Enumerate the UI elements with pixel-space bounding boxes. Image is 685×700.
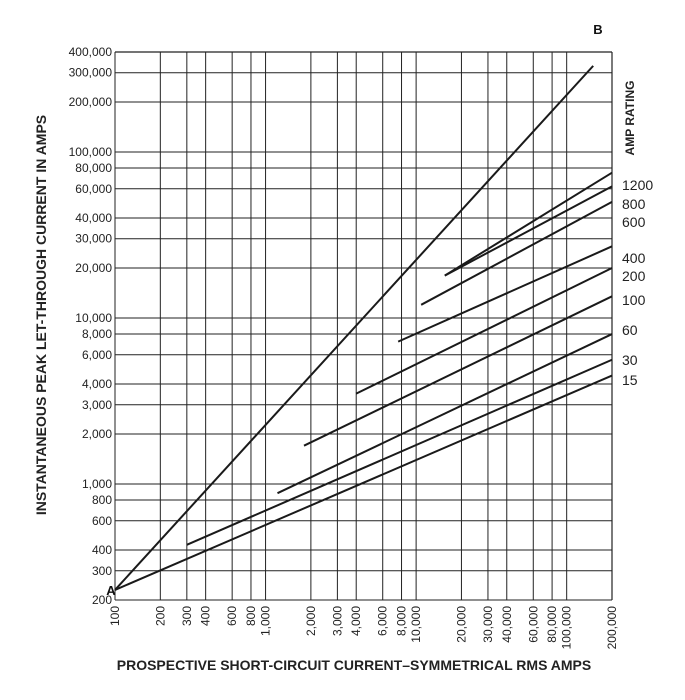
- x-tick-label: 300: [180, 606, 194, 626]
- grid-lines: [114, 51, 613, 601]
- threshold-line-ab: [114, 65, 594, 591]
- x-tick-label: 1,000: [259, 606, 273, 636]
- x-tick-label: 800: [244, 606, 258, 626]
- y-tick-label: 400: [92, 543, 112, 557]
- x-tick-labels: 100 200 300 400 600 800 1,000 2,000 3,000 4,000 6,…: [108, 606, 619, 650]
- y-tick-label: 8,000: [82, 327, 112, 341]
- x-tick-label: 30,000: [481, 606, 495, 643]
- series-line-100: [303, 295, 613, 447]
- x-tick-label: 600: [225, 606, 239, 626]
- y-tick-label: 200,000: [69, 95, 113, 109]
- y-tick-label: 10,000: [75, 311, 112, 325]
- amp-rating-title: AMP RATING: [623, 81, 637, 156]
- x-tick-label: 10,000: [409, 606, 423, 643]
- y-tick-label: 1,000: [82, 477, 112, 491]
- x-tick-label: 100,000: [560, 606, 574, 650]
- amp-label-60: 60: [622, 322, 638, 338]
- amp-label-100: 100: [622, 292, 646, 308]
- x-tick-label: 80,000: [545, 606, 559, 643]
- amp-rating-labels: 1200 800 600 400 200 100 60 30 15: [622, 177, 653, 388]
- x-tick-label: 4,000: [349, 606, 363, 636]
- x-tick-label: 200: [153, 606, 167, 626]
- y-tick-label: 40,000: [75, 211, 112, 225]
- y-tick-label: 800: [92, 493, 112, 507]
- amp-label-600: 600: [622, 214, 646, 230]
- x-tick-label: 40,000: [500, 606, 514, 643]
- x-tick-label: 200,000: [605, 606, 619, 650]
- y-tick-label: 200: [92, 593, 112, 607]
- y-tick-label: 6,000: [82, 348, 112, 362]
- amp-label-800: 800: [622, 196, 646, 212]
- x-tick-label: 400: [199, 606, 213, 626]
- series-line-200: [355, 267, 613, 395]
- x-tick-label: 100: [108, 606, 122, 626]
- y-tick-label: 30,000: [75, 232, 112, 246]
- y-tick-labels: 200 300 400 600 800 1,000 2,000 3,000 4,000 6,000…: [69, 45, 113, 607]
- series-line-1200: [444, 171, 613, 277]
- point-a-label: A: [106, 583, 116, 598]
- y-tick-label: 2,000: [82, 427, 112, 441]
- y-tick-label: 300,000: [69, 66, 113, 80]
- amp-label-200: 200: [622, 268, 646, 284]
- x-tick-label: 6,000: [376, 606, 390, 636]
- y-tick-label: 20,000: [75, 261, 112, 275]
- y-tick-label: 60,000: [75, 182, 112, 196]
- y-axis-title: INSTANTANEOUS PEAK LET-THROUGH CURRENT I…: [33, 115, 49, 515]
- y-tick-label: 400,000: [69, 45, 113, 59]
- y-tick-label: 600: [92, 514, 112, 528]
- amp-label-15: 15: [622, 372, 638, 388]
- amp-label-1200: 1200: [622, 177, 653, 193]
- x-tick-label: 2,000: [304, 606, 318, 636]
- x-tick-label: 3,000: [330, 606, 344, 636]
- series-line-800: [444, 185, 613, 277]
- y-tick-label: 80,000: [75, 161, 112, 175]
- point-b-label: B: [593, 22, 602, 37]
- series-line-30: [186, 358, 613, 546]
- x-axis-title: PROSPECTIVE SHORT-CIRCUIT CURRENT–SYMMET…: [117, 657, 591, 673]
- series-line-600: [420, 201, 613, 306]
- x-tick-label: 60,000: [526, 606, 540, 643]
- x-tick-label: 8,000: [395, 606, 409, 636]
- y-tick-label: 3,000: [82, 398, 112, 412]
- series-line-400: [397, 245, 613, 343]
- y-tick-label: 300: [92, 564, 112, 578]
- series-line-60: [277, 333, 613, 495]
- y-tick-label: 4,000: [82, 377, 112, 391]
- amp-label-400: 400: [622, 250, 646, 266]
- y-tick-label: 100,000: [69, 145, 113, 159]
- series-line-15: [114, 374, 613, 591]
- series-lines: [114, 65, 613, 591]
- amp-label-30: 30: [622, 352, 638, 368]
- x-tick-label: 20,000: [454, 606, 468, 643]
